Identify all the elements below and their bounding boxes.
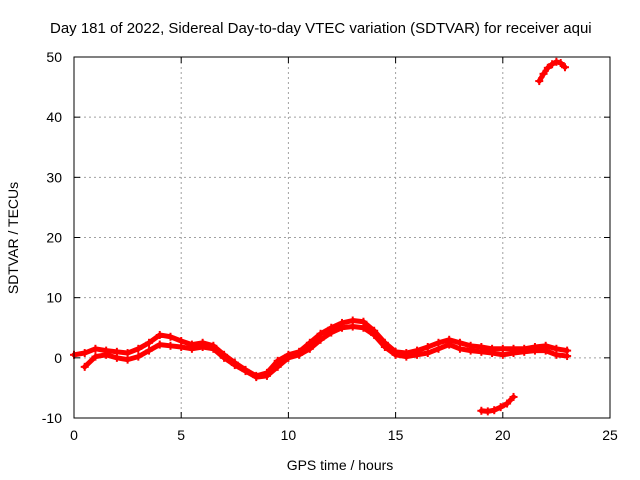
data-point: [198, 343, 207, 352]
data-point: [520, 347, 529, 356]
data-point: [166, 341, 175, 350]
data-point: [295, 350, 304, 359]
data-point: [498, 350, 507, 359]
data-points: [70, 57, 572, 416]
data-point: [552, 350, 561, 359]
data-point: [535, 77, 544, 86]
data-point: [91, 344, 100, 353]
data-point: [543, 63, 552, 72]
y-tick-label: 20: [46, 230, 62, 246]
data-point: [380, 343, 389, 352]
data-point: [530, 346, 539, 355]
data-point: [348, 322, 357, 331]
data-point: [541, 346, 550, 355]
data-point: [305, 344, 314, 353]
data-point: [490, 406, 499, 415]
data-point: [488, 349, 497, 358]
y-axis-ticks: -10 0 10 20 30 40 50: [42, 49, 610, 426]
data-point: [552, 57, 561, 66]
x-tick-label: 5: [177, 427, 185, 443]
y-axis-label: SDTVAR / TECUs: [5, 182, 21, 294]
x-tick-label: 25: [602, 427, 618, 443]
data-point: [423, 349, 432, 358]
data-point: [466, 346, 475, 355]
data-point: [284, 353, 293, 362]
data-point: [483, 407, 492, 416]
data-point: [145, 346, 154, 355]
data-point: [539, 69, 548, 78]
x-tick-label: 20: [495, 427, 511, 443]
data-point: [177, 343, 186, 352]
data-point: [503, 399, 512, 408]
data-point: [134, 352, 143, 361]
x-tick-label: 10: [281, 427, 297, 443]
data-point: [560, 63, 569, 72]
data-point: [548, 60, 557, 69]
data-point: [166, 332, 175, 341]
data-point: [112, 353, 121, 362]
data-point: [91, 352, 100, 361]
x-axis-label: GPS time / hours: [287, 457, 394, 473]
chart-title: Day 181 of 2022, Sidereal Day-to-day VTE…: [50, 20, 592, 37]
y-tick-label: 10: [46, 290, 62, 306]
data-point: [102, 350, 111, 359]
data-point: [262, 371, 271, 380]
data-point: [155, 340, 164, 349]
x-tick-label: 0: [70, 427, 78, 443]
data-point: [563, 352, 572, 361]
data-point: [230, 361, 239, 370]
grid-lines: [74, 57, 610, 418]
data-point: [134, 344, 143, 353]
data-point: [241, 367, 250, 376]
data-point: [252, 373, 261, 382]
data-point: [445, 340, 454, 349]
data-point: [80, 349, 89, 358]
data-point: [434, 344, 443, 353]
data-point: [496, 403, 505, 412]
data-point: [509, 349, 518, 358]
y-tick-label: 40: [46, 109, 62, 125]
data-point: [370, 330, 379, 339]
data-point: [477, 347, 486, 356]
data-point: [413, 350, 422, 359]
data-point: [455, 344, 464, 353]
data-point: [123, 355, 132, 364]
y-tick-label: 50: [46, 49, 62, 65]
data-point: [556, 59, 565, 68]
data-point: [359, 323, 368, 332]
data-point: [187, 344, 196, 353]
data-point: [391, 350, 400, 359]
data-point: [80, 362, 89, 371]
data-point: [509, 392, 518, 401]
data-point: [220, 353, 229, 362]
y-tick-label: 30: [46, 169, 62, 185]
y-tick-label: 0: [54, 350, 62, 366]
data-point: [273, 362, 282, 371]
series-line-main-band-lower: [82, 324, 570, 380]
x-tick-label: 15: [388, 427, 404, 443]
data-point: [338, 323, 346, 332]
x-axis-ticks: 0 5 10 15 20 25: [70, 57, 618, 443]
data-point: [402, 352, 411, 361]
data-point: [145, 338, 154, 347]
data-point: [209, 344, 218, 353]
data-point: [327, 328, 336, 337]
data-point: [155, 330, 164, 339]
y-tick-label: -10: [42, 410, 62, 426]
data-point: [316, 335, 325, 344]
